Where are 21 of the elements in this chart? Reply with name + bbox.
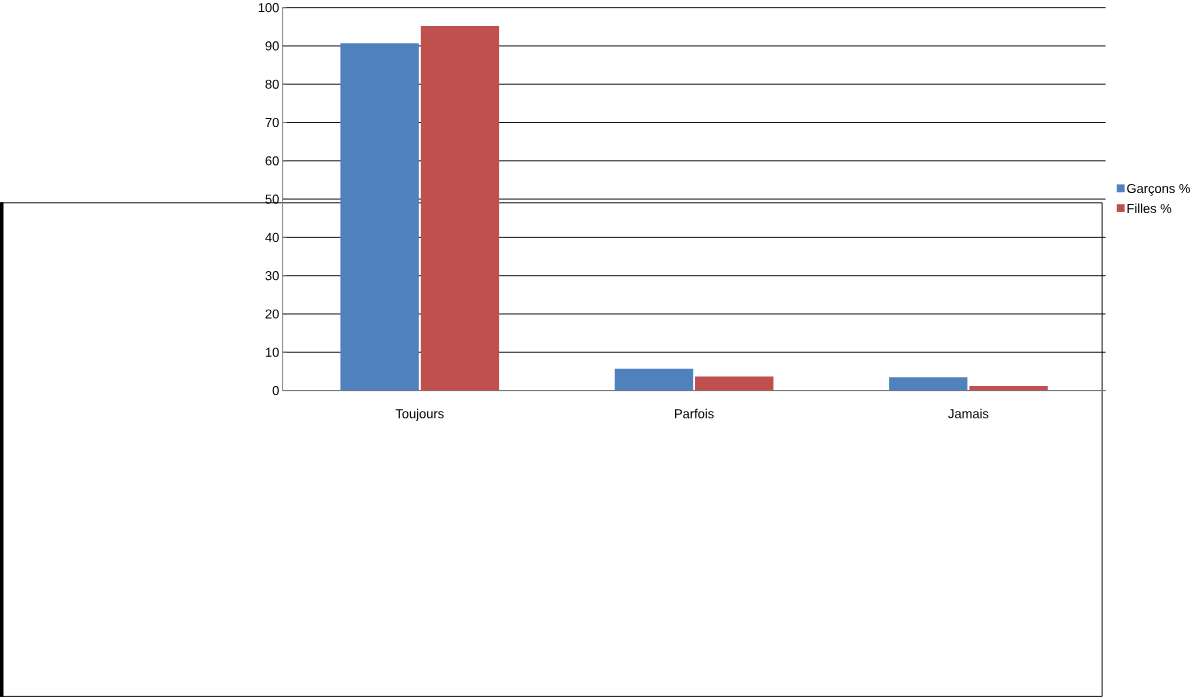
y-tick-label: 40 [265, 232, 279, 243]
bar [420, 26, 500, 391]
y-tick-label: 30 [265, 271, 279, 281]
y-tick-label: 20 [265, 309, 279, 319]
y-tick-label: 90 [265, 41, 279, 51]
x-tick-label: Jamais [948, 408, 989, 419]
bar [340, 43, 419, 391]
y-tick-label: 60 [265, 156, 279, 166]
y-tick-label: 50 [265, 194, 279, 204]
y-tick-label: 70 [265, 118, 279, 128]
y-tick-label: 100 [258, 3, 279, 13]
y-tick-label: 0 [272, 386, 279, 396]
y-tick-label: 10 [265, 347, 279, 357]
bar [614, 368, 694, 391]
legend-label: Garçons % [1127, 184, 1190, 196]
legend-label: Filles % [1127, 203, 1172, 214]
x-tick-label: Parfois [675, 408, 714, 419]
x-tick-label: Toujours [395, 408, 444, 421]
bar [695, 376, 774, 391]
bar [889, 377, 968, 391]
y-tick-label: 80 [265, 79, 279, 89]
